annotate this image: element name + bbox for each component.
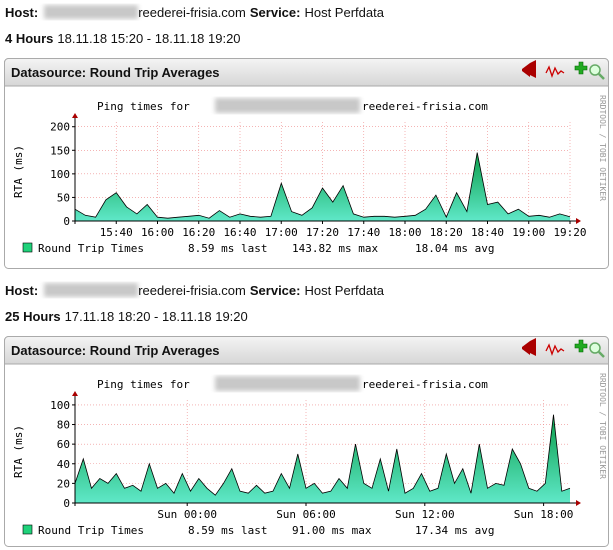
y-tick-label: 0 xyxy=(63,215,70,228)
x-tick-label: 17:20 xyxy=(306,226,339,239)
x-tick-label: 18:00 xyxy=(388,226,421,239)
x-tick-label: 15:40 xyxy=(100,226,133,239)
service-label: Service: xyxy=(250,283,301,298)
x-tick-label: 17:00 xyxy=(265,226,298,239)
period-line: 4 Hours 18.11.18 15:20 - 18.11.18 19:20 xyxy=(5,31,241,46)
time-range: 17.11.18 18:20 - 18.11.18 19:20 xyxy=(65,309,248,324)
service-name: Host Perfdata xyxy=(304,283,384,298)
x-tick-label: 19:00 xyxy=(512,226,545,239)
watermark: RRDTOOL / TOBI OETIKER xyxy=(598,95,607,201)
area xyxy=(75,152,570,221)
legend-label: Round Trip Times xyxy=(38,524,144,537)
time-range: 18.11.18 15:20 - 18.11.18 19:20 xyxy=(57,31,240,46)
panel-title-bar xyxy=(4,58,609,87)
service-label: Service: xyxy=(250,5,301,20)
area-outline xyxy=(74,414,571,496)
redacted xyxy=(215,376,360,391)
host-name: reederei-frisia.com xyxy=(138,283,246,298)
x-tick-label: 18:40 xyxy=(471,226,504,239)
watermark: RRDTOOL / TOBI OETIKER xyxy=(598,373,607,479)
x-tick-label: Sun 00:00 xyxy=(157,508,217,521)
x-tick-label: 19:20 xyxy=(553,226,586,239)
x-axis-arrow xyxy=(576,218,581,224)
icon-zoom-handle xyxy=(598,351,605,358)
legend-stat: 143.82 ms max xyxy=(292,242,378,255)
y-axis-label: RTA (ms) xyxy=(12,145,25,198)
y-tick-label: 0 xyxy=(63,497,70,510)
x-axis-arrow xyxy=(576,500,581,506)
graph-title-host: reederei-frisia.com xyxy=(362,100,488,113)
graph-title-host: reederei-frisia.com xyxy=(362,378,488,391)
host-label: Host: xyxy=(5,5,38,20)
y-tick-label: 60 xyxy=(57,438,70,451)
icon-horn xyxy=(522,60,536,78)
icon-zoom-handle xyxy=(598,73,605,80)
x-tick-label: 16:20 xyxy=(182,226,215,239)
legend-swatch xyxy=(22,242,33,253)
y-tick-label: 80 xyxy=(57,419,70,432)
icon-plus xyxy=(574,61,588,75)
period: 4 Hours xyxy=(5,31,53,46)
legend-stat: 8.59 ms last xyxy=(188,524,267,537)
x-tick-label: 18:20 xyxy=(430,226,463,239)
y-tick-label: 50 xyxy=(57,191,70,204)
y-tick-label: 100 xyxy=(50,168,70,181)
host-line: Host: reederei-frisia.com Service: Host Per… xyxy=(5,5,385,20)
icon-zoom xyxy=(589,342,601,354)
x-tick-label: 16:00 xyxy=(141,226,174,239)
x-tick-label: Sun 18:00 xyxy=(514,508,574,521)
legend-stat: 17.34 ms avg xyxy=(415,524,494,537)
host-name: reederei-frisia.com xyxy=(138,5,246,20)
redacted xyxy=(215,98,360,113)
icon-zoom xyxy=(589,64,601,76)
icon-horn xyxy=(522,338,536,356)
legend-stat: 91.00 ms max xyxy=(292,524,372,537)
graph-title: Ping times for xyxy=(97,378,190,391)
x-tick-label: Sun 06:00 xyxy=(276,508,336,521)
area xyxy=(75,414,570,503)
y-tick-label: 40 xyxy=(57,458,70,471)
y-tick-label: 20 xyxy=(57,477,70,490)
host-line: Host: reederei-frisia.com Service: Host Per… xyxy=(5,283,385,298)
icon-wave xyxy=(545,65,565,78)
icon-wave xyxy=(545,343,565,356)
legend-stat: 18.04 ms avg xyxy=(415,242,494,255)
x-tick-label: Sun 12:00 xyxy=(395,508,455,521)
period: 25 Hours xyxy=(5,309,61,324)
redacted xyxy=(44,5,138,19)
y-tick-label: 200 xyxy=(50,121,70,134)
y-axis-arrow xyxy=(72,391,78,396)
host-label: Host: xyxy=(5,283,38,298)
legend-label: Round Trip Times xyxy=(38,242,144,255)
y-axis-label: RTA (ms) xyxy=(12,425,25,478)
period-line: 25 Hours 17.11.18 18:20 - 18.11.18 19:20 xyxy=(5,309,248,324)
x-tick-label: 17:40 xyxy=(347,226,380,239)
panel-title-bar xyxy=(4,336,609,365)
plot-bg xyxy=(75,400,570,503)
panel-title: Datasource: Round Trip Averages xyxy=(11,343,220,358)
y-tick-label: 150 xyxy=(50,144,70,157)
x-tick-label: 16:40 xyxy=(223,226,256,239)
graph-title: Ping times for xyxy=(97,100,190,113)
icon-plus xyxy=(574,339,588,353)
area-outline xyxy=(74,152,571,219)
legend-swatch xyxy=(22,524,33,535)
redacted xyxy=(44,283,138,297)
y-tick-label: 100 xyxy=(50,399,70,412)
legend-stat: 8.59 ms last xyxy=(188,242,267,255)
panel-title: Datasource: Round Trip Averages xyxy=(11,65,220,80)
service-name: Host Perfdata xyxy=(304,5,384,20)
y-axis-arrow xyxy=(72,113,78,118)
